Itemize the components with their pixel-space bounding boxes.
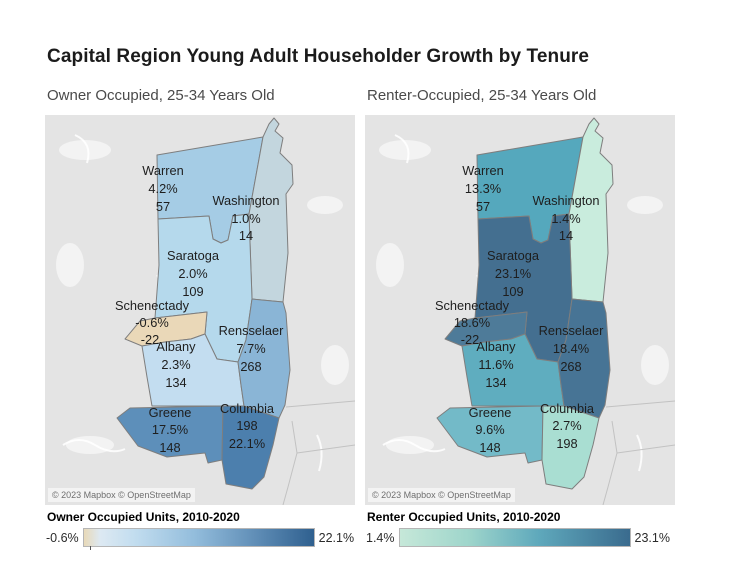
county-units: 198 xyxy=(556,436,577,451)
owner-legend-min: -0.6% xyxy=(46,530,79,545)
county-label: Rensselaer xyxy=(539,323,604,338)
map-attribution[interactable]: © 2023 Mapbox © OpenStreetMap xyxy=(368,488,515,502)
county-units: -22 xyxy=(461,332,480,347)
county-label: Washington xyxy=(212,193,279,208)
county-label: Greene xyxy=(149,405,192,420)
renter-county-shapes xyxy=(436,117,614,490)
county-units: 268 xyxy=(240,359,261,374)
county-units: 57 xyxy=(476,199,490,214)
county-label: Columbia xyxy=(220,401,275,416)
county-pct: 1.0% xyxy=(231,211,260,226)
county-label: Schenectady xyxy=(115,298,190,313)
renter-map-canvas: Warren 13.3% 57 Washington 1.4% 14 Sarat… xyxy=(376,117,675,505)
renter-legend: 1.4% 23.1% xyxy=(366,528,670,547)
county-units: 57 xyxy=(156,199,170,214)
county-pct: 23.1% xyxy=(495,266,531,281)
county-label: Warren xyxy=(142,163,183,178)
basemap-decor xyxy=(376,134,675,505)
county-pct: 198 xyxy=(236,418,257,433)
page-title: Capital Region Young Adult Householder G… xyxy=(47,46,590,67)
county-label: Columbia xyxy=(540,401,595,416)
county-units: 14 xyxy=(239,228,253,243)
owner-legend-max: 22.1% xyxy=(318,530,355,545)
county-pct: 18.4% xyxy=(553,341,589,356)
county-units: 22.1% xyxy=(229,436,265,451)
county-columbia[interactable] xyxy=(221,405,280,490)
county-units: 268 xyxy=(560,359,581,374)
county-units: 134 xyxy=(165,375,186,390)
owner-county-shapes xyxy=(116,117,294,490)
county-pct: 1.4% xyxy=(551,211,580,226)
county-columbia[interactable] xyxy=(541,405,600,490)
renter-legend-min: 1.4% xyxy=(366,530,395,545)
renter-map-subtitle: Renter-Occupied, 25-34 Years Old xyxy=(367,87,597,104)
county-pct: 4.2% xyxy=(148,181,177,196)
owner-legend-gradient[interactable] xyxy=(82,528,315,550)
county-units: 14 xyxy=(559,228,573,243)
county-pct: 11.6% xyxy=(478,357,513,372)
county-pct: 17.5% xyxy=(152,422,188,437)
county-greene[interactable] xyxy=(116,405,224,464)
owner-legend: -0.6% 22.1% xyxy=(46,528,355,550)
county-label: Saratoga xyxy=(167,248,220,263)
renter-legend-gradient[interactable] xyxy=(398,528,631,547)
county-units: -22 xyxy=(141,332,160,347)
renter-county-labels: Warren 13.3% 57 Washington 1.4% 14 Sarat… xyxy=(435,163,604,455)
county-units: 148 xyxy=(159,440,180,455)
county-pct: 9.6% xyxy=(475,422,504,437)
county-pct: 2.0% xyxy=(178,266,207,281)
county-units: 109 xyxy=(182,284,203,299)
county-pct: 2.3% xyxy=(161,357,190,372)
county-label: Albany xyxy=(476,339,516,354)
owner-map-subtitle: Owner Occupied, 25-34 Years Old xyxy=(47,87,275,104)
owner-map-canvas: Warren 4.2% 57 Washington 1.0% 14 Sarato… xyxy=(56,117,355,505)
owner-county-labels: Warren 4.2% 57 Washington 1.0% 14 Sarato… xyxy=(115,163,284,455)
owner-legend-title: Owner Occupied Units, 2010-2020 xyxy=(47,510,240,524)
legend-zero-tick xyxy=(89,546,92,550)
county-label: Greene xyxy=(469,405,512,420)
county-pct: 2.7% xyxy=(552,418,581,433)
county-label: Warren xyxy=(462,163,503,178)
county-units: 109 xyxy=(502,284,523,299)
map-attribution[interactable]: © 2023 Mapbox © OpenStreetMap xyxy=(48,488,195,502)
county-greene[interactable] xyxy=(436,405,544,464)
county-label: Rensselaer xyxy=(219,323,284,338)
renter-legend-title: Renter Occupied Units, 2010-2020 xyxy=(367,510,561,524)
county-units: 148 xyxy=(479,440,500,455)
county-pct: 13.3% xyxy=(465,181,501,196)
renter-legend-max: 23.1% xyxy=(634,530,670,545)
county-pct: 7.7% xyxy=(236,341,265,356)
county-label: Albany xyxy=(156,339,196,354)
county-pct: -0.6% xyxy=(135,315,168,330)
renter-occupied-map[interactable]: Warren 13.3% 57 Washington 1.4% 14 Sarat… xyxy=(365,115,675,505)
county-pct: 18.6% xyxy=(454,315,490,330)
county-units: 134 xyxy=(485,375,506,390)
county-label: Schenectady xyxy=(435,298,510,313)
county-label: Washington xyxy=(532,193,599,208)
owner-occupied-map[interactable]: Warren 4.2% 57 Washington 1.0% 14 Sarato… xyxy=(45,115,355,505)
county-label: Saratoga xyxy=(487,248,540,263)
